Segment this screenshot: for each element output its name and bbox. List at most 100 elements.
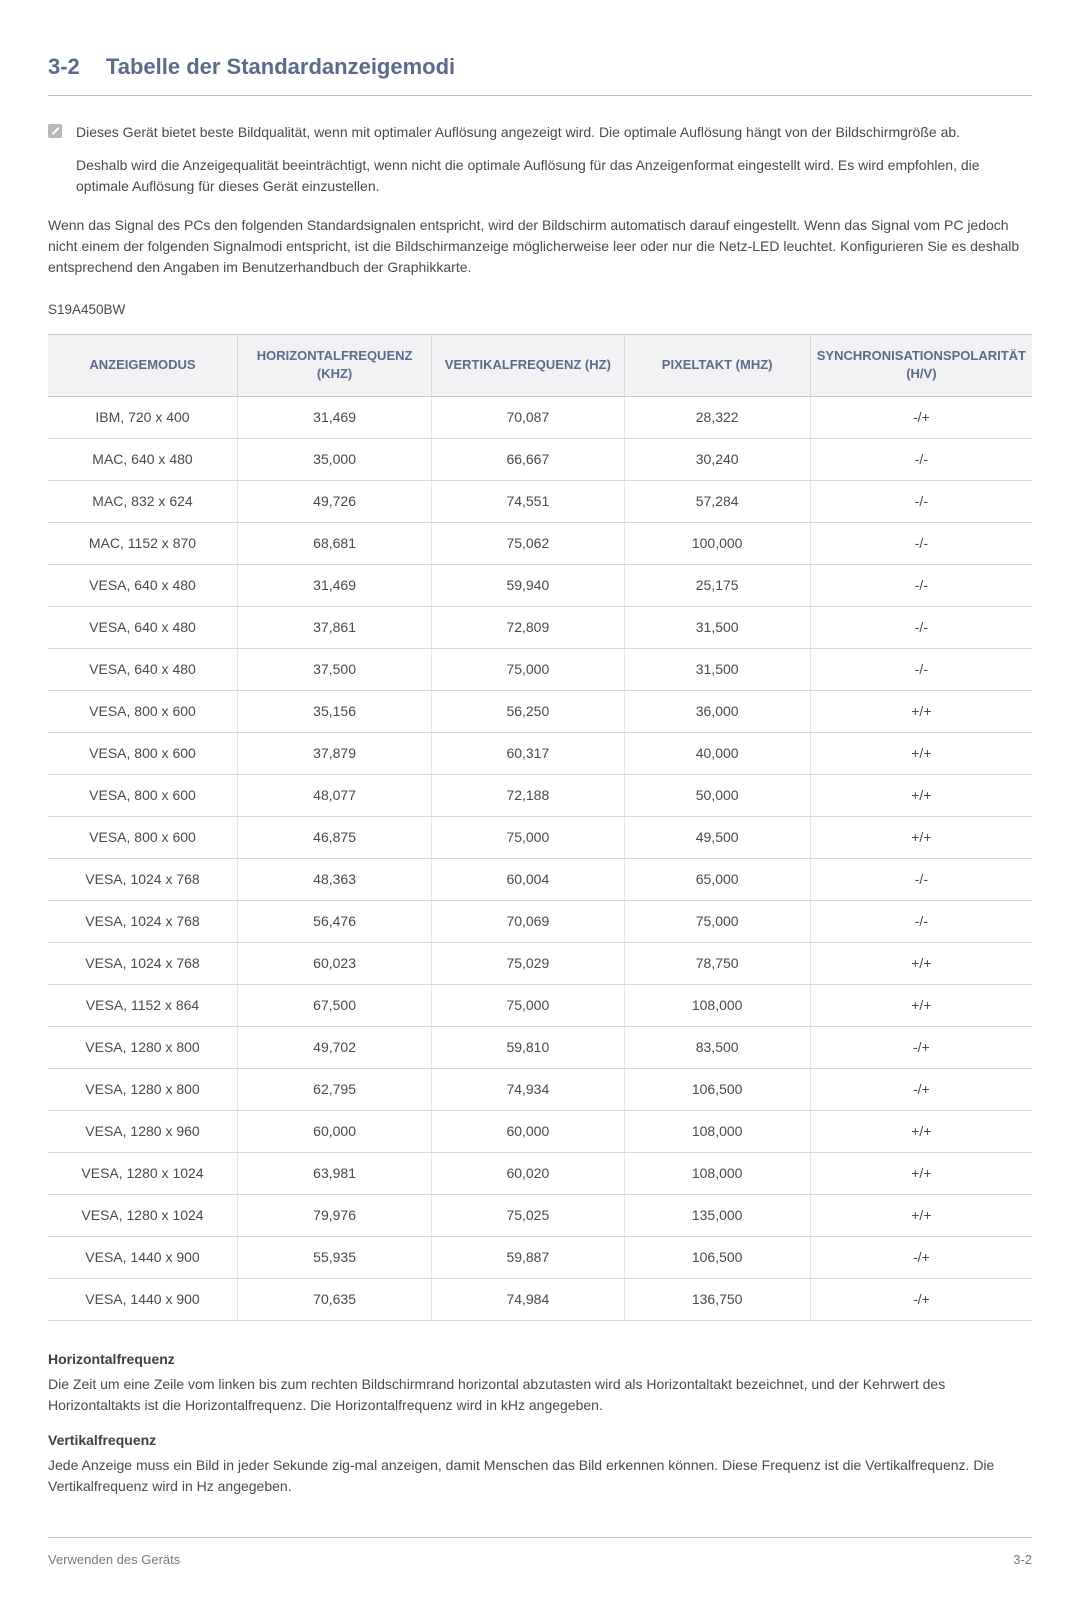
table-cell: 75,000 <box>432 648 624 690</box>
note-paragraph-1: Dieses Gerät bietet beste Bildqualität, … <box>76 122 1032 143</box>
table-row: VESA, 1024 x 76856,47670,06975,000-/- <box>48 900 1032 942</box>
table-cell: 135,000 <box>624 1194 810 1236</box>
table-cell: 37,500 <box>238 648 432 690</box>
table-cell: 100,000 <box>624 522 810 564</box>
table-cell: +/+ <box>810 1194 1032 1236</box>
table-cell: 106,500 <box>624 1236 810 1278</box>
table-cell: +/+ <box>810 1152 1032 1194</box>
table-cell: VESA, 1024 x 768 <box>48 942 238 984</box>
table-cell: 60,023 <box>238 942 432 984</box>
table-cell: -/- <box>810 648 1032 690</box>
table-cell: 60,000 <box>238 1110 432 1152</box>
table-cell: 78,750 <box>624 942 810 984</box>
table-cell: 70,087 <box>432 396 624 438</box>
table-cell: 56,250 <box>432 690 624 732</box>
table-cell: VESA, 1280 x 800 <box>48 1068 238 1110</box>
horizontal-freq-heading: Horizontalfrequenz <box>48 1349 1032 1370</box>
table-cell: 136,750 <box>624 1278 810 1320</box>
table-cell: 62,795 <box>238 1068 432 1110</box>
table-cell: 65,000 <box>624 858 810 900</box>
table-row: VESA, 1440 x 90055,93559,887106,500-/+ <box>48 1236 1032 1278</box>
table-cell: +/+ <box>810 942 1032 984</box>
table-cell: VESA, 1280 x 800 <box>48 1026 238 1068</box>
table-cell: 40,000 <box>624 732 810 774</box>
table-cell: VESA, 1024 x 768 <box>48 900 238 942</box>
table-cell: 31,500 <box>624 648 810 690</box>
table-column-header: SYNCHRONISATIONSPOLARITÄT (H/V) <box>810 335 1032 396</box>
table-cell: 75,025 <box>432 1194 624 1236</box>
table-row: VESA, 800 x 60048,07772,18850,000+/+ <box>48 774 1032 816</box>
table-cell: +/+ <box>810 984 1032 1026</box>
table-cell: 59,810 <box>432 1026 624 1068</box>
table-cell: VESA, 1440 x 900 <box>48 1278 238 1320</box>
table-column-header: VERTIKALFREQUENZ (HZ) <box>432 335 624 396</box>
table-row: VESA, 1024 x 76860,02375,02978,750+/+ <box>48 942 1032 984</box>
table-cell: 59,940 <box>432 564 624 606</box>
footer-left: Verwenden des Geräts <box>48 1550 180 1570</box>
note-paragraph-2: Deshalb wird die Anzeigequalität beeintr… <box>76 155 1032 197</box>
table-row: VESA, 1280 x 80049,70259,81083,500-/+ <box>48 1026 1032 1068</box>
table-cell: +/+ <box>810 690 1032 732</box>
table-cell: 25,175 <box>624 564 810 606</box>
table-cell: 74,551 <box>432 480 624 522</box>
table-row: VESA, 800 x 60035,15656,25036,000+/+ <box>48 690 1032 732</box>
table-cell: 35,156 <box>238 690 432 732</box>
table-cell: VESA, 1280 x 1024 <box>48 1194 238 1236</box>
page-footer: Verwenden des Geräts 3-2 <box>48 1537 1032 1570</box>
table-cell: MAC, 640 x 480 <box>48 438 238 480</box>
vertical-freq-heading: Vertikalfrequenz <box>48 1430 1032 1451</box>
table-cell: 108,000 <box>624 1110 810 1152</box>
table-cell: 48,363 <box>238 858 432 900</box>
table-cell: VESA, 800 x 600 <box>48 690 238 732</box>
table-row: IBM, 720 x 40031,46970,08728,322-/+ <box>48 396 1032 438</box>
section-heading: 3-2 Tabelle der Standardanzeigemodi <box>48 50 1032 96</box>
table-cell: VESA, 800 x 600 <box>48 774 238 816</box>
table-cell: 36,000 <box>624 690 810 732</box>
table-cell: 55,935 <box>238 1236 432 1278</box>
table-row: MAC, 1152 x 87068,68175,062100,000-/- <box>48 522 1032 564</box>
table-cell: 60,000 <box>432 1110 624 1152</box>
table-cell: -/+ <box>810 1278 1032 1320</box>
table-cell: 75,000 <box>624 900 810 942</box>
table-cell: +/+ <box>810 774 1032 816</box>
table-cell: 31,500 <box>624 606 810 648</box>
table-cell: 37,879 <box>238 732 432 774</box>
table-cell: VESA, 640 x 480 <box>48 564 238 606</box>
table-cell: VESA, 640 x 480 <box>48 606 238 648</box>
table-cell: 75,000 <box>432 984 624 1026</box>
table-cell: -/- <box>810 858 1032 900</box>
table-column-header: HORIZONTALFREQUENZ (KHZ) <box>238 335 432 396</box>
vertical-freq-text: Jede Anzeige muss ein Bild in jeder Seku… <box>48 1455 1032 1497</box>
table-cell: 35,000 <box>238 438 432 480</box>
table-row: VESA, 1280 x 96060,00060,000108,000+/+ <box>48 1110 1032 1152</box>
table-cell: +/+ <box>810 1110 1032 1152</box>
table-cell: 70,635 <box>238 1278 432 1320</box>
table-cell: -/+ <box>810 1068 1032 1110</box>
table-cell: 75,000 <box>432 816 624 858</box>
table-body: IBM, 720 x 40031,46970,08728,322-/+MAC, … <box>48 396 1032 1320</box>
table-cell: 74,934 <box>432 1068 624 1110</box>
footer-right: 3-2 <box>1013 1550 1032 1570</box>
horizontal-freq-text: Die Zeit um eine Zeile vom linken bis zu… <box>48 1374 1032 1416</box>
table-cell: -/+ <box>810 396 1032 438</box>
table-cell: MAC, 1152 x 870 <box>48 522 238 564</box>
table-cell: 50,000 <box>624 774 810 816</box>
table-cell: +/+ <box>810 732 1032 774</box>
table-cell: -/- <box>810 522 1032 564</box>
table-cell: 74,984 <box>432 1278 624 1320</box>
table-cell: VESA, 1280 x 960 <box>48 1110 238 1152</box>
intro-paragraph: Wenn das Signal des PCs den folgenden St… <box>48 215 1032 278</box>
table-cell: 67,500 <box>238 984 432 1026</box>
table-cell: 31,469 <box>238 396 432 438</box>
table-cell: 49,500 <box>624 816 810 858</box>
table-cell: 46,875 <box>238 816 432 858</box>
section-title-text: Tabelle der Standardanzeigemodi <box>106 54 455 79</box>
table-cell: 106,500 <box>624 1068 810 1110</box>
table-column-header: PIXELTAKT (MHZ) <box>624 335 810 396</box>
table-cell: -/- <box>810 438 1032 480</box>
table-cell: 83,500 <box>624 1026 810 1068</box>
table-cell: VESA, 800 x 600 <box>48 732 238 774</box>
table-cell: 66,667 <box>432 438 624 480</box>
table-cell: 60,317 <box>432 732 624 774</box>
table-cell: 37,861 <box>238 606 432 648</box>
